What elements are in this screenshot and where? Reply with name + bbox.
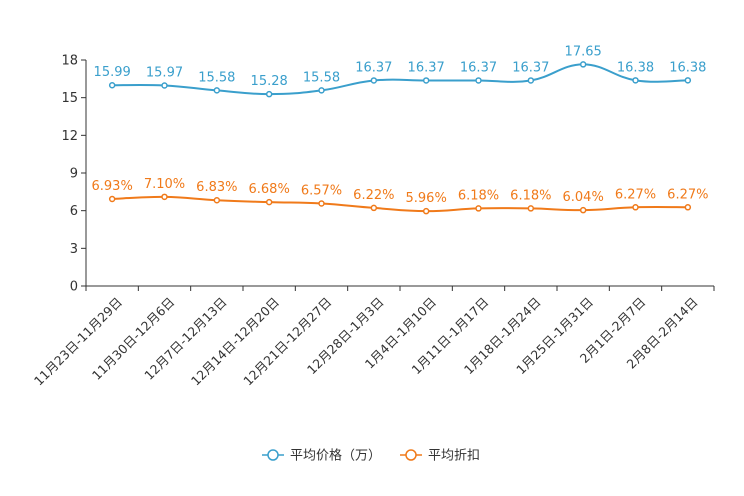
chart-axes: 036912151811月23日-11月29日11月30日-12月6日12月7日…	[31, 54, 715, 388]
data-point[interactable]	[422, 77, 430, 84]
data-point[interactable]	[632, 204, 639, 211]
data-label: 15.99	[94, 65, 131, 80]
data-point[interactable]	[161, 82, 168, 89]
y-tick-label: 6	[70, 204, 78, 219]
data-label: 6.93%	[92, 179, 133, 194]
data-point[interactable]	[318, 200, 325, 207]
data-label: 16.37	[408, 60, 445, 75]
data-label: 6.83%	[196, 180, 237, 195]
data-label: 15.97	[146, 65, 183, 80]
data-point[interactable]	[527, 77, 535, 84]
data-point[interactable]	[475, 205, 482, 212]
data-label: 16.38	[669, 60, 706, 75]
series-avg-price: 15.99 15.97 15.58 15.28 15.58 16.37 16.37 16.37…	[94, 44, 706, 98]
data-point[interactable]	[684, 77, 692, 84]
y-tick-label: 9	[70, 167, 78, 182]
data-label: 15.28	[251, 74, 288, 89]
series-line	[112, 63, 688, 96]
data-point[interactable]	[370, 77, 378, 84]
data-point[interactable]	[108, 81, 116, 89]
data-point[interactable]	[213, 196, 221, 204]
data-point[interactable]	[265, 90, 273, 98]
data-label: 6.27%	[667, 187, 708, 202]
data-label: 16.37	[355, 60, 392, 75]
data-label: 6.27%	[615, 187, 656, 202]
y-tick-label: 0	[70, 280, 78, 295]
data-point[interactable]	[265, 198, 273, 206]
legend-item-avg-price[interactable]: 平均价格（万）	[262, 448, 381, 464]
data-label: 15.58	[198, 70, 235, 85]
legend-label: 平均折扣	[428, 449, 480, 464]
data-label: 17.65	[565, 44, 602, 59]
legend-marker-icon	[405, 449, 417, 461]
data-label: 6.22%	[353, 188, 394, 203]
y-tick-label: 12	[61, 129, 78, 144]
data-point[interactable]	[161, 193, 168, 201]
data-point[interactable]	[579, 61, 587, 68]
data-label: 15.58	[303, 70, 340, 85]
data-label: 5.96%	[406, 191, 447, 206]
data-point[interactable]	[684, 204, 692, 211]
x-tick-label: 12月21日-12月27日	[240, 294, 334, 388]
data-point[interactable]	[213, 87, 221, 94]
data-point[interactable]	[527, 205, 535, 212]
data-label: 16.37	[460, 60, 497, 75]
data-point[interactable]	[370, 204, 378, 212]
data-label: 6.57%	[301, 184, 342, 199]
series-layer: 15.99 15.97 15.58 15.28 15.58 16.37 16.37 16.37…	[92, 44, 708, 215]
data-label: 7.10%	[144, 177, 185, 192]
data-point[interactable]	[318, 87, 325, 94]
data-label: 16.38	[617, 60, 654, 75]
y-tick-label: 3	[70, 242, 78, 257]
series-line	[112, 195, 688, 213]
chart-legend[interactable]: 平均价格（万） 平均折扣	[262, 448, 480, 464]
legend-marker-icon	[267, 449, 279, 461]
data-point[interactable]	[632, 77, 639, 84]
series-avg-discount: 6.93% 7.10% 6.83% 6.68% 6.57% 6.22% 5.96% 6.18%…	[92, 177, 708, 215]
data-point[interactable]	[579, 206, 587, 214]
data-label: 6.18%	[510, 188, 551, 203]
data-label: 6.18%	[458, 188, 499, 203]
x-tick-label: 12月14日-12月20日	[188, 294, 282, 388]
data-point[interactable]	[108, 195, 116, 203]
data-point[interactable]	[422, 207, 430, 215]
legend-label: 平均价格（万）	[290, 448, 381, 464]
data-label: 6.68%	[249, 182, 290, 197]
legend-item-avg-discount[interactable]: 平均折扣	[400, 449, 480, 464]
y-tick-label: 15	[61, 91, 78, 106]
data-point[interactable]	[475, 77, 482, 84]
y-tick-label: 18	[61, 54, 78, 69]
data-label: 16.37	[512, 60, 549, 75]
x-tick-label: 11月23日-11月29日	[31, 294, 125, 388]
data-label: 6.04%	[563, 190, 604, 205]
